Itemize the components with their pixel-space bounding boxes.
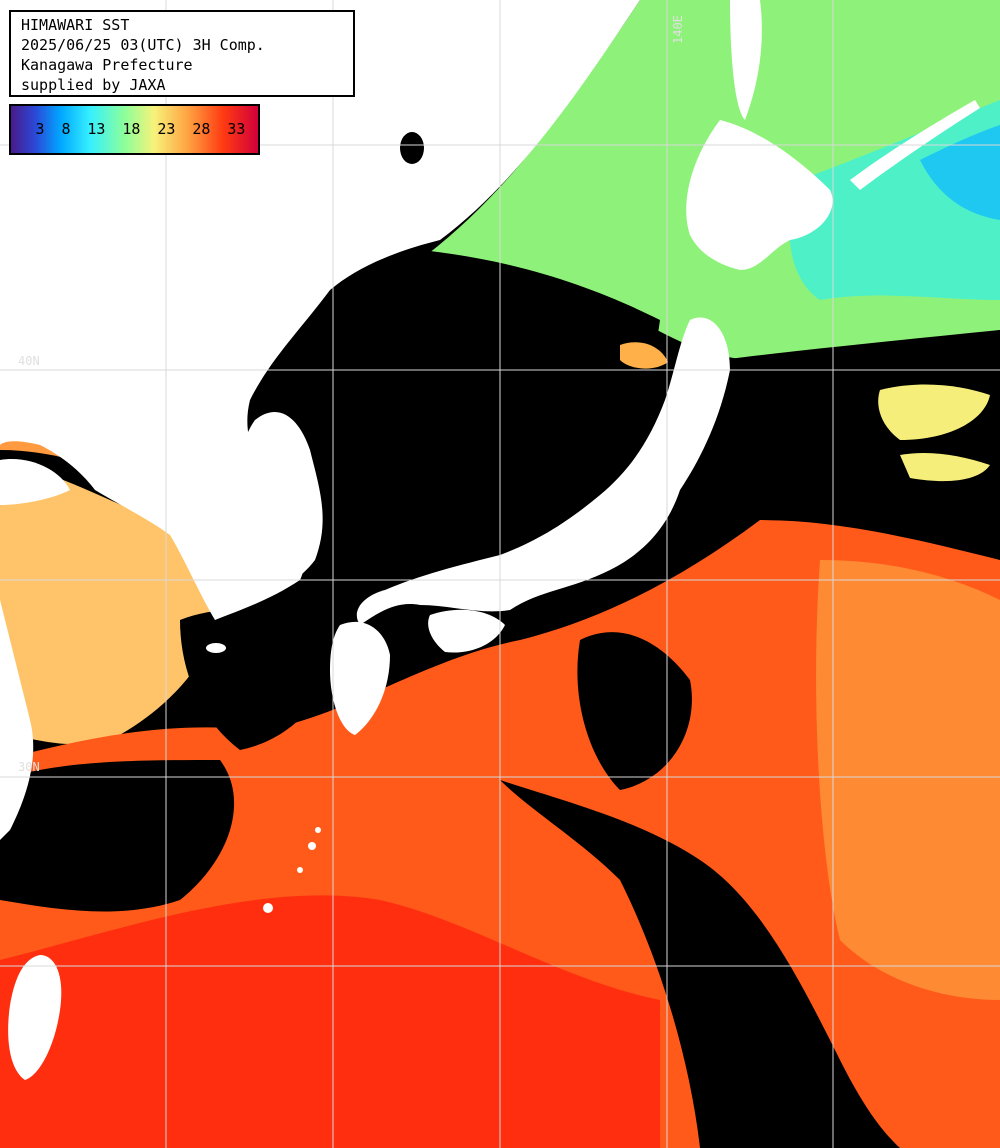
grid-label-30n: 30N	[18, 760, 40, 774]
legend-label: 23	[157, 120, 176, 138]
temperature-legend: 3 8 13 18 23 28 33	[9, 104, 260, 155]
land-ryukyu-4	[315, 827, 321, 833]
title-line-3: Kanagawa Prefecture	[21, 56, 193, 74]
cloud-island-dot	[400, 132, 424, 164]
land-china-coast	[0, 600, 34, 840]
title-line-4: supplied by JAXA	[21, 76, 166, 94]
land-shikoku	[428, 609, 505, 653]
land-ryukyu-3	[297, 867, 303, 873]
grid-label-140e: 140E	[671, 15, 685, 44]
legend-label: 3	[35, 120, 45, 138]
land-ryukyu-2	[308, 842, 316, 850]
land-hokkaido	[686, 120, 833, 270]
sea-patch-orange-1	[620, 342, 668, 369]
sea-patch-yellow-2	[900, 453, 990, 482]
land-taiwan	[8, 955, 62, 1080]
cloud-band-south	[500, 780, 900, 1148]
legend-label: 13	[87, 120, 106, 138]
sea-patch-yellow-1	[878, 384, 990, 440]
title-line-1: HIMAWARI SST	[21, 16, 130, 34]
land-korea	[221, 411, 323, 600]
legend-label: 18	[122, 120, 141, 138]
land-ryukyu-1	[263, 903, 273, 913]
title-line-2: 2025/06/25 03(UTC) 3H Comp.	[21, 36, 265, 54]
legend-label: 28	[192, 120, 211, 138]
cloud-center	[577, 632, 692, 790]
land-asia	[0, 0, 640, 620]
sea-warmest	[0, 895, 660, 1148]
cloud-japan-sea	[240, 250, 660, 564]
sea-cold-patch	[920, 125, 1000, 220]
land-sakhalin	[730, 0, 762, 120]
land-honshu	[356, 317, 730, 625]
title-box: HIMAWARI SST 2025/06/25 03(UTC) 3H Comp.…	[9, 10, 355, 97]
land-jeju	[206, 643, 226, 653]
grid-label-40n: 40N	[18, 354, 40, 368]
legend-label: 33	[227, 120, 246, 138]
legend-label: 8	[61, 120, 71, 138]
legend-labels: 3 8 13 18 23 28 33	[11, 120, 258, 138]
land-kyushu	[330, 621, 390, 735]
sea-warm-east	[816, 560, 1000, 1000]
land-shandong	[0, 459, 70, 505]
cloud-west	[0, 760, 235, 912]
